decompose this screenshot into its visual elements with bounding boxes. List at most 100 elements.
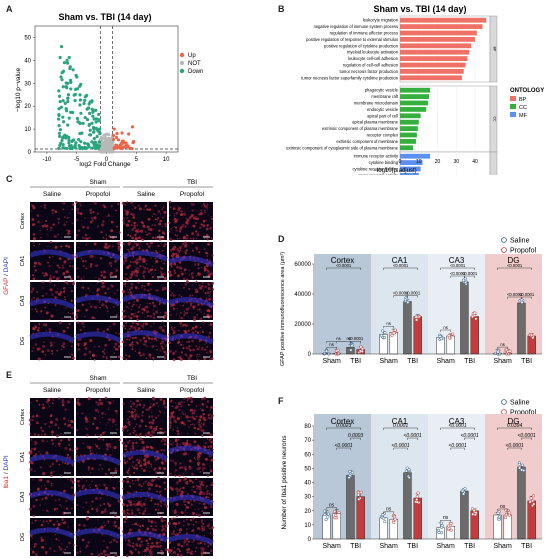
stain-signal: [142, 517, 145, 520]
stain-signal: [75, 447, 79, 451]
stain-signal: [76, 243, 78, 245]
stain-signal: [44, 487, 48, 490]
stain-signal: [138, 544, 142, 548]
volcano-point-down: [60, 138, 64, 143]
stain-signal: [149, 433, 153, 438]
stain-signal: [141, 238, 143, 241]
stain-signal: [48, 425, 51, 428]
stain-signal: [144, 425, 147, 428]
stain-signal: [153, 322, 155, 325]
stain-signal: [185, 237, 188, 240]
stain-signal: [106, 502, 110, 505]
stain-signal: [48, 265, 51, 268]
volcano-point-down: [88, 111, 92, 115]
stain-signal: [151, 435, 153, 437]
stain-signal: [168, 200, 172, 204]
stain-signal: [173, 419, 177, 423]
stain-signal: [79, 202, 81, 205]
stain-signal: [96, 264, 99, 267]
stain-signal: [151, 224, 154, 226]
stain-signal: [89, 486, 91, 489]
c-tbi-header: TBI: [187, 179, 197, 186]
stain-signal: [188, 274, 191, 276]
stain-signal: [38, 243, 41, 246]
volcano-point-down: [91, 114, 95, 118]
stain-signal: [175, 405, 179, 409]
stain-signal: [204, 419, 207, 422]
stain-signal: [46, 509, 49, 513]
stain-signal: [181, 324, 185, 327]
stain-signal: [28, 451, 32, 455]
stain-signal: [79, 329, 82, 332]
stain-signal: [190, 424, 192, 426]
stat-label: <0.0001: [348, 336, 364, 341]
stain-signal: [72, 421, 75, 424]
stain-signal: [132, 427, 135, 430]
stain-signal: [147, 270, 151, 273]
stain-signal: [168, 270, 172, 274]
stain-signal: [155, 484, 158, 488]
stain-signal: [156, 289, 159, 292]
stain-signal: [72, 543, 75, 547]
stain-signal: [135, 243, 139, 247]
stain-signal: [91, 500, 94, 503]
bar: [403, 301, 412, 355]
stain-signal: [122, 426, 124, 428]
stain-signal: [135, 423, 138, 425]
stain-signal: [68, 216, 70, 219]
go-bar: [400, 119, 419, 125]
stain-signal: [109, 445, 112, 448]
stain-signal: [97, 519, 99, 521]
stain-signal: [128, 467, 131, 470]
stain-signal: [199, 226, 202, 229]
stain-signal: [145, 539, 148, 542]
volcano-point-down: [67, 55, 71, 60]
stain-signal: [143, 548, 147, 552]
stain-signal: [154, 528, 157, 532]
stain-signal: [45, 311, 49, 315]
go-legend-bp: BP: [519, 97, 527, 103]
stain-signal: [171, 510, 174, 512]
stain-signal: [161, 225, 163, 228]
stain-signal: [40, 236, 42, 239]
group-label-sham: Sham: [493, 358, 511, 365]
volcano-point-down: [65, 61, 70, 65]
stain-signal: [92, 421, 94, 423]
stain-signal: [209, 358, 211, 361]
stain-signal: [154, 268, 157, 271]
stain-signal: [123, 520, 127, 524]
volcano-point-down: [69, 87, 73, 91]
stain-signal: [128, 423, 131, 426]
stain-signal: [124, 203, 127, 206]
stain-signal: [132, 322, 134, 325]
stain-signal: [186, 481, 188, 484]
stain-signal: [168, 230, 171, 233]
volcano-point-not: [102, 133, 106, 137]
stain-signal: [201, 205, 203, 207]
stain-signal: [71, 353, 74, 356]
stain-signal: [134, 350, 136, 353]
stain-signal: [165, 345, 167, 348]
stain-signal: [133, 274, 136, 276]
stain-signal: [143, 266, 147, 270]
volcano-point-down: [57, 107, 61, 111]
stain-signal: [187, 357, 191, 361]
stain-signal: [147, 245, 151, 249]
stain-signal: [184, 503, 187, 506]
stain-signal: [79, 212, 83, 216]
stain-signal: [64, 281, 67, 284]
stain-signal: [69, 478, 73, 482]
stain-signal: [114, 469, 118, 473]
data-point: [440, 531, 444, 535]
group-label-sham: Sham: [436, 358, 454, 365]
region-title: DG: [508, 417, 520, 426]
stain-signal: [162, 401, 166, 405]
stain-signal: [173, 245, 177, 249]
stain-signal: [158, 485, 161, 488]
stain-signal: [67, 400, 71, 404]
stain-signal: [199, 425, 203, 429]
stain-signal: [138, 247, 141, 250]
stain-signal: [91, 507, 94, 510]
stain-signal: [60, 475, 63, 477]
